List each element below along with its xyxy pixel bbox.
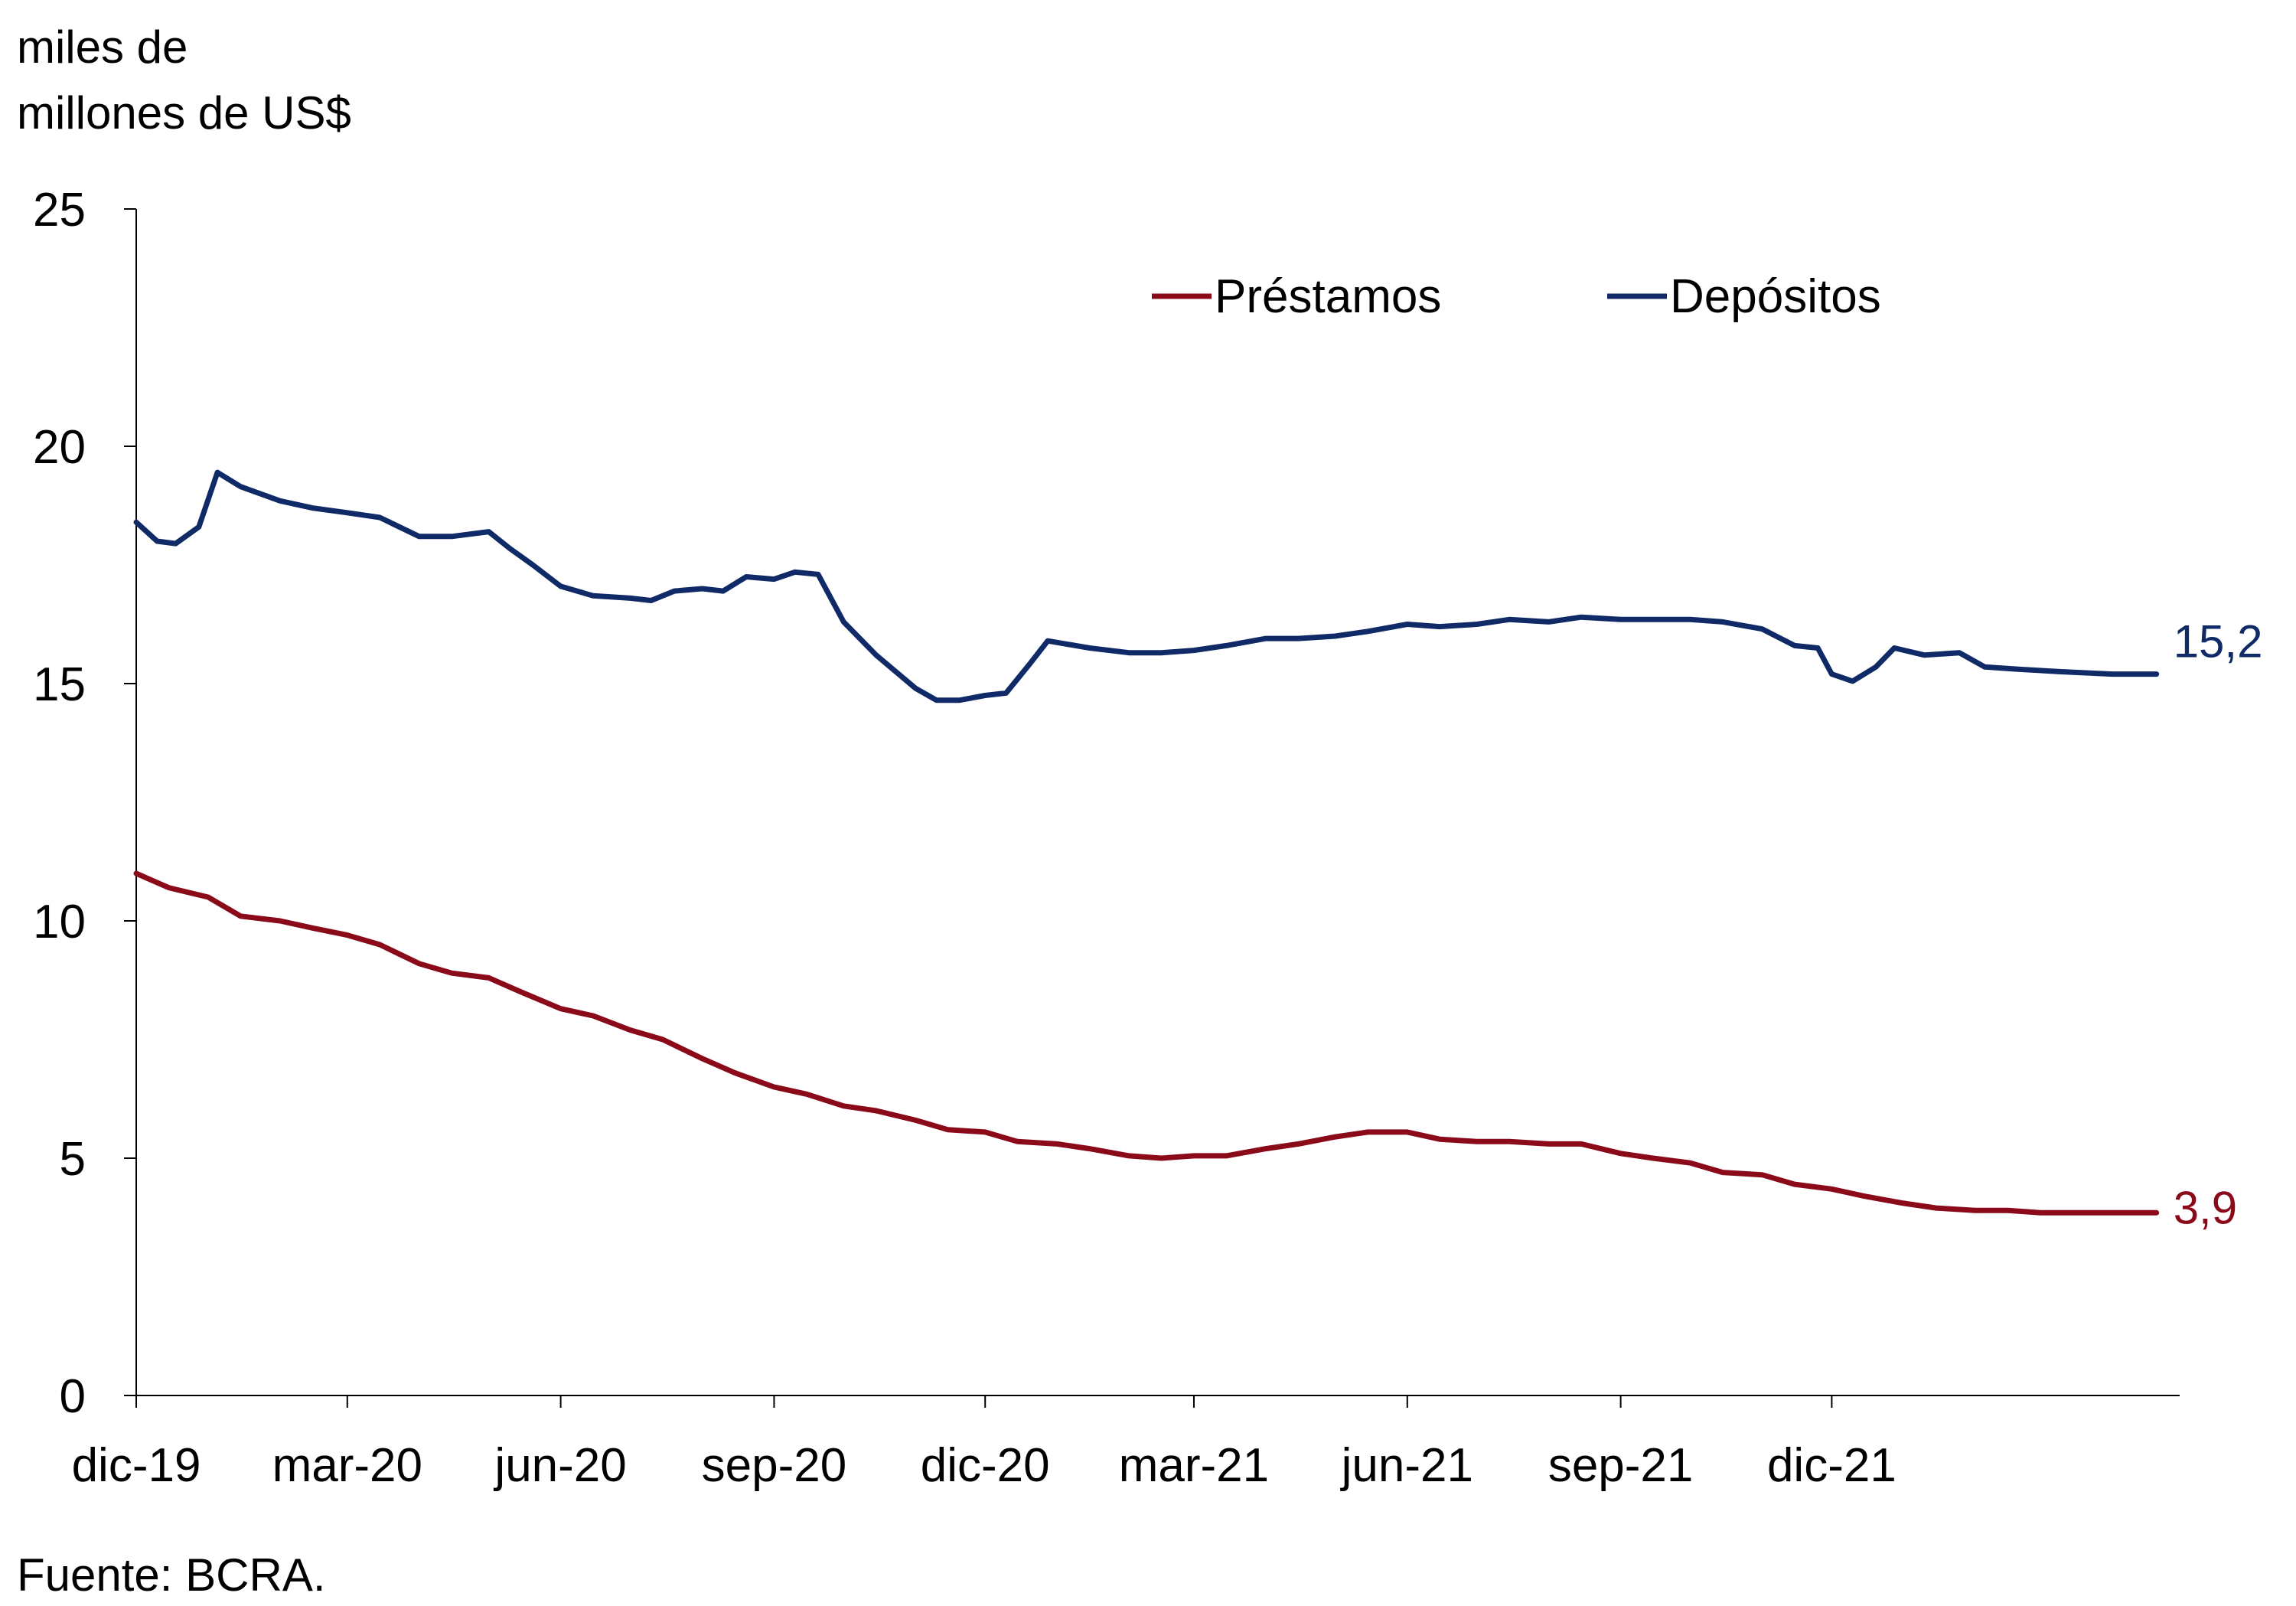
legend-label: Depósitos xyxy=(1670,270,1881,323)
x-tick-label: sep-20 xyxy=(702,1439,847,1492)
x-tick-label: sep-21 xyxy=(1548,1439,1694,1492)
legend-label: Préstamos xyxy=(1215,270,1441,323)
y-tick-label: 5 xyxy=(60,1133,86,1186)
y-axis-label-line1: miles de xyxy=(17,21,188,73)
x-tick-label: jun-20 xyxy=(493,1439,626,1492)
series-line-depositos xyxy=(133,469,2160,703)
series-line-prestamos xyxy=(133,870,2160,1216)
x-tick-label: mar-20 xyxy=(272,1439,422,1492)
end-labels: 3,9 15,2 xyxy=(2174,616,2263,1234)
y-tick-label: 0 xyxy=(60,1370,86,1423)
x-tick-label: dic-19 xyxy=(72,1439,201,1492)
source-note: Fuente: BCRA. xyxy=(17,1549,326,1601)
series-lines xyxy=(133,469,2160,1216)
y-tick-label: 20 xyxy=(33,421,86,474)
end-label: 3,9 xyxy=(2174,1182,2237,1233)
y-tick-label: 15 xyxy=(33,658,86,711)
end-label: 15,2 xyxy=(2174,616,2263,668)
y-tick-label: 10 xyxy=(33,896,86,948)
x-tick-label: mar-21 xyxy=(1119,1439,1269,1492)
legend: Préstamos Depósitos xyxy=(1152,270,1881,323)
axes: 0 5 10 15 20 25 dic-19 mar-20 jun-20 sep-20 dic-20… xyxy=(33,184,2180,1492)
y-tick-label: 25 xyxy=(33,184,86,237)
y-axis-label-line2: millones de US$ xyxy=(17,87,351,139)
x-tick-label: jun-21 xyxy=(1340,1439,1473,1492)
x-tick-label: dic-21 xyxy=(1767,1439,1896,1492)
x-tick-label: dic-20 xyxy=(921,1439,1050,1492)
